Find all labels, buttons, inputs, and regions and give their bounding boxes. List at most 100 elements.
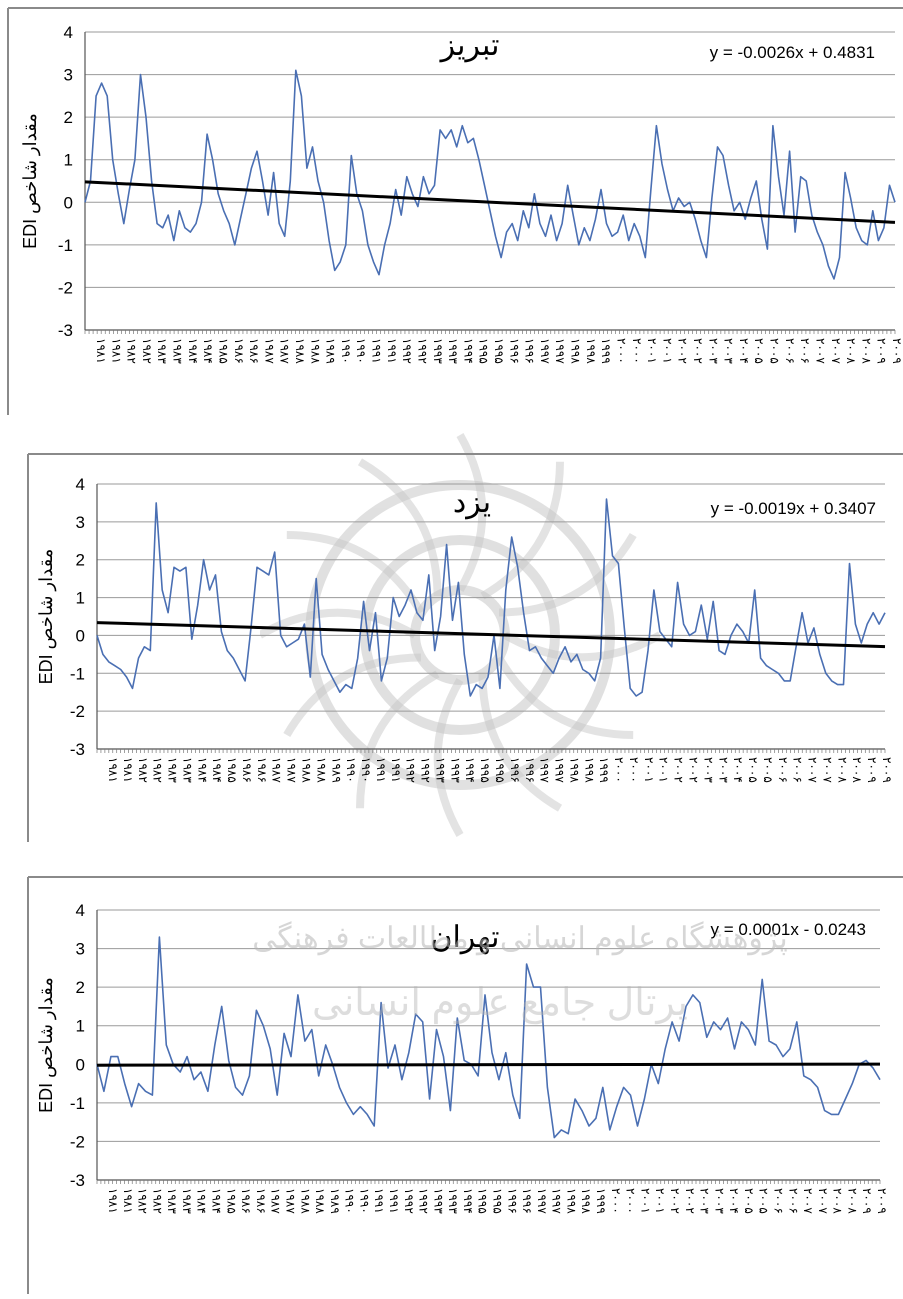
watermark-petal: [433, 677, 464, 837]
x-tick-label: ۲۰۰۰: [624, 1188, 638, 1214]
trend-equation: y = -0.0019x + 0.3407: [711, 499, 876, 518]
x-tick-label: ۱۹۸۶: [232, 338, 246, 364]
x-tick-label: ۱۹۹۳: [446, 1188, 460, 1214]
x-tick-label: ۲۰۰۴: [731, 757, 745, 783]
x-tick-label: ۲۰۰۵: [752, 338, 766, 364]
x-tick-label: ۱۹۸۹: [328, 1188, 342, 1214]
x-tick-label: ۱۹۸۶: [255, 757, 269, 783]
x-tick-label: ۲۰۰۸: [850, 757, 864, 783]
x-tick-label: ۱۹۸۵: [225, 757, 239, 783]
x-tick-label: ۲۰۰۱: [653, 1188, 667, 1214]
x-tick-label: ۱۹۸۵: [216, 338, 230, 364]
x-tick-label: ۱۹۹۱: [389, 757, 403, 783]
x-tick-label: ۱۹۹۶: [523, 338, 537, 364]
x-tick-label: ۲۰۰۲: [687, 757, 701, 783]
x-tick-label: ۱۹۸۶: [254, 1188, 268, 1214]
y-tick-label: 4: [76, 901, 85, 920]
x-tick-label: ۲۰۰۹: [875, 1188, 889, 1214]
x-tick-label: ۱۹۹۷: [553, 338, 567, 364]
x-tick-label: ۱۹۹۶: [508, 757, 522, 783]
x-tick-label: ۱۹۸۳: [180, 757, 194, 783]
x-tick-label: ۱۹۹۷: [535, 1188, 549, 1214]
y-tick-label: 3: [76, 940, 85, 959]
x-tick-label: ۲۰۰۳: [716, 757, 730, 783]
x-tick-label: ۱۹۹۸: [564, 1188, 578, 1214]
edi-series-line: [96, 498, 886, 697]
x-tick-label: ۱۹۸۴: [210, 1188, 224, 1214]
y-tick-label: -2: [58, 278, 73, 297]
x-tick-label: ۱۹۸۶: [247, 338, 261, 364]
watermark-petal: [478, 673, 563, 812]
x-tick-label: ۱۹۸۷: [262, 338, 276, 364]
x-tick-label: ۲۰۰۸: [859, 338, 873, 364]
x-tick-label: ۲۰۰۲: [672, 757, 686, 783]
x-tick-label: ۱۹۸۷: [270, 757, 284, 783]
x-tick-label: ۱۹۹۷: [538, 338, 552, 364]
x-tick-label: ۱۹۸۲: [150, 1188, 164, 1214]
y-tick-label: -3: [70, 1171, 85, 1190]
x-tick-label: ۲۰۰۱: [638, 1188, 652, 1214]
trend-line: [84, 180, 896, 224]
watermark-petal: [356, 670, 440, 809]
chart-title: یزد: [453, 486, 491, 520]
y-tick-label: 0: [76, 1055, 85, 1074]
chart-panel-tabriz: 4 3 2 1 0 -1 -2 -3 ۱۹۸۱ ۱۹۸۱ ۱۹۸۲ ۱۹۸۲ ۱۹۸۳ ۱۹۸۳ ۱۹۸۴ ۱…: [0, 0, 903, 415]
x-tick-label: ۱۹۹۹: [597, 757, 611, 783]
x-tick-label: ۱۹۸۸: [308, 338, 322, 364]
x-tick-label: ۱۹۹۲: [415, 338, 429, 364]
x-tick-label: ۲۰۰۲: [691, 338, 705, 364]
x-tick-label: ۱۹۹۶: [523, 757, 537, 783]
x-tick-label: ۲۰۰۸: [831, 1188, 845, 1214]
x-tick-label: ۱۹۹۸: [582, 757, 596, 783]
x-tick-label: ۱۹۹۲: [419, 757, 433, 783]
x-tick-label: ۱۹۹۳: [433, 757, 447, 783]
x-tick-label: ۲۰۰۶: [776, 757, 790, 783]
x-tick-label: ۱۹۹۳: [448, 757, 462, 783]
x-tick-label: ۱۹۹۷: [553, 757, 567, 783]
watermark-petal: [495, 655, 634, 739]
x-tick-label: ۱۹۸۷: [285, 757, 299, 783]
x-tick-label: ۱۹۸۵: [224, 1188, 238, 1214]
x-tick-label: ۲۰۰۳: [712, 1188, 726, 1214]
x-tick-label: ۲۰۰۶: [783, 338, 797, 364]
x-tick-label: ۲۰۰۰: [609, 1188, 623, 1214]
x-tick-label: ۲۰۰۲: [683, 1188, 697, 1214]
x-tick-label: ۱۹۸۳: [166, 757, 180, 783]
x-tick-label: ۱۹۸۳: [165, 1188, 179, 1214]
x-tick-label: ۱۹۸۲: [151, 757, 165, 783]
x-tick-label: ۱۹۸۹: [329, 757, 343, 783]
trend-equation: y = -0.0026x + 0.4831: [710, 43, 875, 62]
x-tick-label: ۱۹۸۱: [94, 338, 108, 364]
watermark-petal: [357, 458, 442, 597]
x-tick-label: ۲۰۰۶: [771, 1188, 785, 1214]
x-tick-label: ۲۰۰۷: [820, 757, 834, 783]
y-tick-label: 0: [76, 626, 85, 645]
x-tick-label: ۱۹۹۴: [461, 1188, 475, 1214]
watermark-petal: [480, 461, 564, 600]
x-tick-label: ۱۹۹۱: [370, 338, 384, 364]
x-tick-label: ۱۹۹۸: [579, 1188, 593, 1214]
x-tick-label: ۲۰۰۵: [761, 757, 775, 783]
x-tick-label: ۲۰۰۹: [875, 338, 889, 364]
watermark-petal: [283, 653, 422, 738]
chart-panel-tehran: 4 3 2 1 0 -1 -2 -3 ۱۹۸۱ ۱۹۸۱ ۱۹۸۲ ۱۹۸۲ ۱۹۸۳ ۱۹۸۳ ۱۹۸۴ ۱…: [0, 875, 903, 1294]
x-tick-label: ۱۹۹۰: [343, 1188, 357, 1214]
x-tick-label: ۲۰۰۳: [701, 757, 715, 783]
x-tick-label: ۲۰۰۱: [657, 757, 671, 783]
x-tick-label: ۱۹۹۸: [569, 338, 583, 364]
chart-title: تهران: [430, 921, 499, 955]
y-tick-label: -3: [58, 321, 73, 340]
y-tick-label: 1: [76, 1017, 85, 1036]
x-tick-label: ۱۹۹۷: [550, 1188, 564, 1214]
x-tick-label: ۱۹۹۰: [354, 338, 368, 364]
x-tick-label: ۱۹۹۵: [476, 1188, 490, 1214]
y-axis-label: EDI مقدار شاخص: [36, 977, 57, 1113]
x-tick-label: ۱۹۹۰: [339, 338, 353, 364]
x-tick-label: ۱۹۹۴: [461, 338, 475, 364]
x-tick-label: ۱۹۹۲: [402, 1188, 416, 1214]
x-tick-label: ۲۰۰۵: [768, 338, 782, 364]
x-tick-label: ۱۹۹۶: [520, 1188, 534, 1214]
x-tick-label: ۱۹۹۵: [477, 338, 491, 364]
x-tick-label: ۲۰۰۷: [806, 757, 820, 783]
